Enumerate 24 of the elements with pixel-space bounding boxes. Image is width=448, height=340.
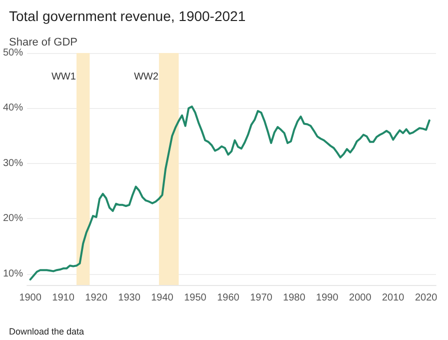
x-tick-label: 2000	[349, 292, 372, 304]
x-tick-label: 2010	[382, 292, 405, 304]
x-tick-label: 1990	[316, 292, 339, 304]
y-tick-label: 20%	[3, 213, 24, 224]
line-series	[29, 106, 430, 280]
x-tick-label: 1940	[151, 292, 174, 304]
y-tick-label: 40%	[3, 102, 24, 114]
x-tick-label: 1930	[118, 292, 141, 304]
y-axis-title: Share of GDP	[9, 36, 78, 48]
x-tick-label: 1950	[184, 292, 207, 304]
y-tick-label: 30%	[3, 158, 24, 169]
chart-title: Total government revenue, 1900-2021	[9, 8, 246, 24]
x-tick-label: 1900	[19, 292, 42, 304]
band-label: WW2	[134, 72, 159, 82]
x-tick-label: 1970	[250, 292, 273, 304]
y-tick-label: 50%	[3, 48, 24, 58]
x-tick-label: 2020	[414, 292, 438, 304]
x-tick-label: 1960	[217, 292, 240, 304]
x-tick-label: 1910	[52, 292, 75, 304]
text: Download the data	[9, 326, 84, 336]
x-tick-label: 1980	[283, 292, 306, 304]
x-tick-label: 1920	[85, 292, 108, 304]
y-tick-label: 10%	[3, 268, 24, 280]
band-label: WW1	[51, 72, 76, 82]
